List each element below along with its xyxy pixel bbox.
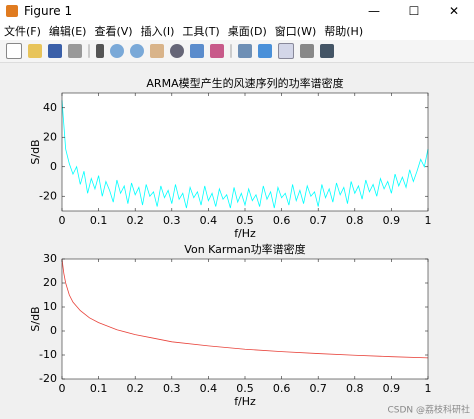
legend-icon[interactable] xyxy=(278,43,294,59)
x-tick-label: 0.8 xyxy=(346,382,364,395)
menu-item[interactable]: 工具(T) xyxy=(182,25,220,38)
x-tick-label: 1 xyxy=(425,214,432,227)
y-axis-label: S/dB xyxy=(29,306,42,331)
title-bar: Figure 1 — ☐ ✕ xyxy=(0,0,474,22)
x-tick-label: 0.6 xyxy=(273,382,291,395)
y-tick-label: 30 xyxy=(43,252,57,265)
x-tick-label: 0.1 xyxy=(90,382,108,395)
x-tick-label: 0.3 xyxy=(163,214,181,227)
axes-background xyxy=(62,259,428,379)
datatip-icon[interactable] xyxy=(190,44,204,58)
spectrum-line xyxy=(61,100,429,209)
y-tick-label: 10 xyxy=(43,300,57,313)
x-axis-label: f/Hz xyxy=(234,227,256,240)
x-tick-label: 0 xyxy=(59,214,66,227)
x-tick-label: 0 xyxy=(59,382,66,395)
menu-item[interactable]: 编辑(E) xyxy=(48,25,87,38)
x-tick-label: 0.5 xyxy=(236,382,254,395)
x-tick-label: 0.9 xyxy=(383,382,401,395)
x-tick-label: 0.2 xyxy=(126,382,144,395)
x-tick-label: 0.7 xyxy=(309,382,327,395)
figure-area: CSDN @荔枝科研社 0 0.1 0.2 0.3 0.4 0.5 0.6 0.7 0.8 0.9… xyxy=(29,76,470,416)
x-tick-label: 0.3 xyxy=(163,382,181,395)
menu-bar: 文件(F) 编辑(E) 查看(V) 插入(I) 工具(T) 桌面(D) 窗口(W) 帮助(H) xyxy=(0,22,474,40)
x-tick-label: 0.4 xyxy=(200,382,218,395)
x-tick-label: 1 xyxy=(425,382,432,395)
new-icon[interactable] xyxy=(6,43,22,59)
y-tick-label: -10 xyxy=(39,348,57,361)
x-tick-label: 0.5 xyxy=(236,214,254,227)
print-icon[interactable] xyxy=(68,44,82,58)
x-tick-label: 0.4 xyxy=(200,214,218,227)
spectrum-line xyxy=(61,258,429,359)
colorbar-icon[interactable] xyxy=(258,44,272,58)
y-tick-label: 40 xyxy=(43,101,57,114)
pan-icon[interactable] xyxy=(150,44,164,58)
y-tick-label: 20 xyxy=(43,276,57,289)
save-icon[interactable] xyxy=(48,44,62,58)
menu-item[interactable]: 文件(F) xyxy=(4,25,41,38)
x-axis-label: f/Hz xyxy=(234,395,256,408)
x-tick-label: 0.8 xyxy=(346,214,364,227)
app-icon xyxy=(6,5,18,17)
y-tick-label: 0 xyxy=(50,324,57,337)
toolbar xyxy=(0,40,474,63)
separator xyxy=(88,44,90,58)
watermark: CSDN @荔枝科研社 xyxy=(387,404,470,416)
chart-title: Von Karman功率谱密度 xyxy=(184,242,305,256)
y-tick-label: -20 xyxy=(39,189,57,202)
x-tick-label: 0.6 xyxy=(273,214,291,227)
minimize[interactable]: — xyxy=(368,4,380,18)
brush-icon[interactable] xyxy=(210,44,224,58)
zoom-in-icon[interactable] xyxy=(110,44,124,58)
y-tick-label: 20 xyxy=(43,130,57,143)
separator xyxy=(230,44,232,58)
open-icon[interactable] xyxy=(28,44,42,58)
menu-item[interactable]: 窗口(W) xyxy=(274,25,317,38)
x-tick-label: 0.9 xyxy=(383,214,401,227)
axes-background xyxy=(62,93,428,211)
x-tick-label: 0.2 xyxy=(126,214,144,227)
hide-tools-icon[interactable] xyxy=(300,44,314,58)
close[interactable]: ✕ xyxy=(448,4,460,18)
menu-item[interactable]: 帮助(H) xyxy=(324,25,364,38)
rotate-icon[interactable] xyxy=(170,44,184,58)
chart-title: ARMA模型产生的风速序列的功率谱密度 xyxy=(146,76,343,90)
menu-item[interactable]: 插入(I) xyxy=(140,25,175,38)
window-title: Figure 1 xyxy=(24,4,73,18)
zoom-out-icon[interactable] xyxy=(130,44,144,58)
menu-item[interactable]: 桌面(D) xyxy=(227,25,267,38)
y-tick-label: -20 xyxy=(39,372,57,385)
x-tick-label: 0.7 xyxy=(309,214,327,227)
x-tick-label: 0.1 xyxy=(90,214,108,227)
pointer-icon[interactable] xyxy=(96,44,104,58)
link-icon[interactable] xyxy=(238,44,252,58)
menu-item[interactable]: 查看(V) xyxy=(94,25,133,38)
y-axis-label: S/dB xyxy=(29,139,42,164)
maximize[interactable]: ☐ xyxy=(408,4,420,18)
y-tick-label: 0 xyxy=(50,160,57,173)
dock-icon[interactable] xyxy=(320,44,334,58)
